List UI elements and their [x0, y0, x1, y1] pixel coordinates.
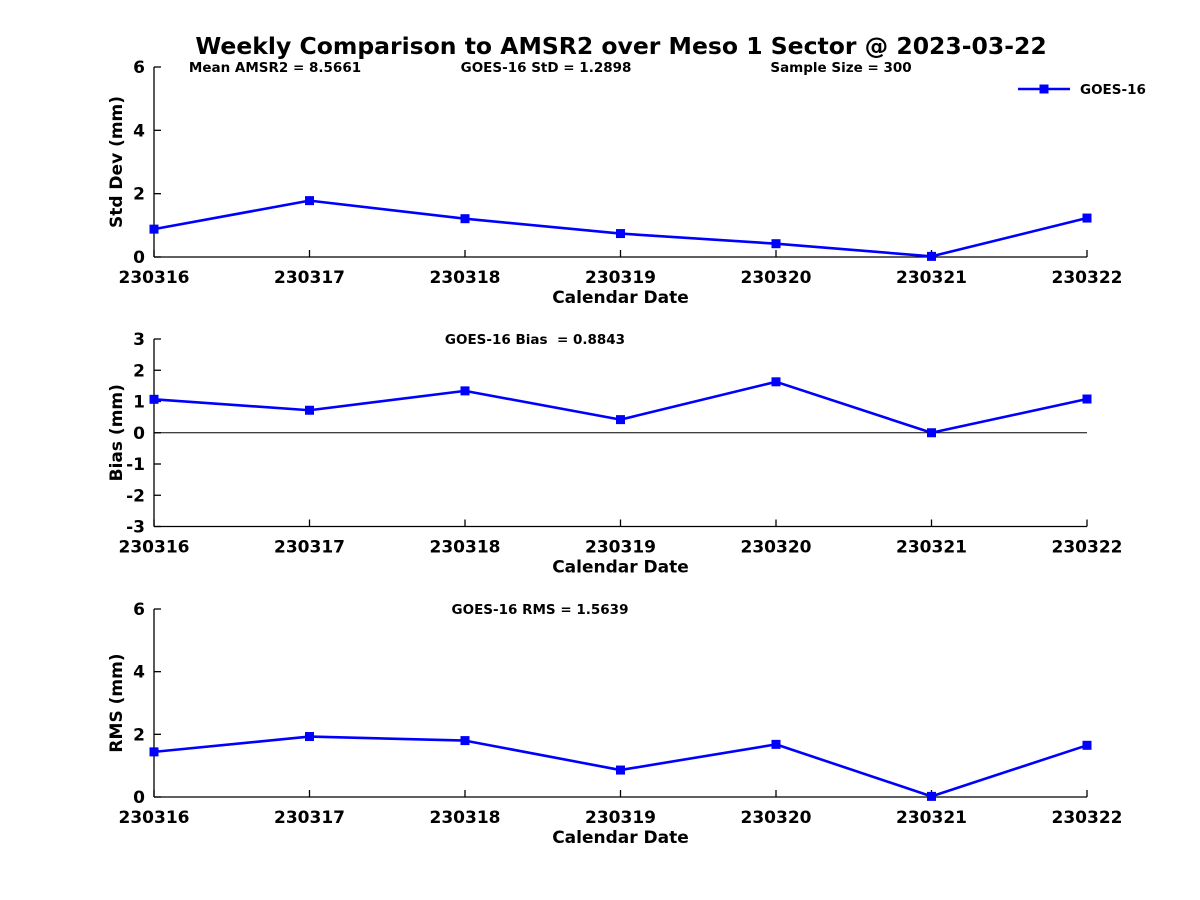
- annotation-text: GOES-16 RMS = 1.5639: [452, 602, 629, 618]
- y-tick-label: 2: [133, 361, 145, 381]
- subplots-container: 0 2 4 6 230316 230317 230318 230319 230320 230321…: [107, 58, 1146, 848]
- x-tick-label: 230316: [119, 808, 190, 828]
- subplot-bias-mm: -3 -2 -1 0 1 2 3 230316 230317 230318 230319 230320…: [107, 330, 1122, 578]
- x-axis-title: Calendar Date: [552, 558, 689, 578]
- data-point-marker: [616, 415, 625, 425]
- y-tick-label: 0: [133, 248, 145, 268]
- y-axis-title: Bias (mm): [107, 384, 127, 481]
- x-tick-label: 230321: [896, 268, 967, 288]
- data-point-marker: [149, 747, 159, 757]
- x-tick-label: 230321: [896, 538, 967, 558]
- data-point-marker: [1082, 213, 1092, 223]
- figure-title: Weekly Comparison to AMSR2 over Meso 1 S…: [195, 32, 1046, 60]
- x-tick-label: 230317: [274, 538, 345, 558]
- y-tick-label: 2: [133, 725, 145, 745]
- legend: GOES-16: [1018, 82, 1146, 98]
- y-axis-title: RMS (mm): [107, 653, 127, 752]
- y-tick-label: 1: [133, 393, 145, 413]
- y-tick-label: 0: [133, 788, 145, 808]
- x-axis-title: Calendar Date: [552, 288, 689, 308]
- x-tick-label: 230322: [1052, 808, 1123, 828]
- data-point-marker: [149, 394, 159, 404]
- x-tick-label: 230320: [741, 538, 812, 558]
- subplot-rms-mm: 0 2 4 6 230316 230317 230318 230319 230320 230321…: [107, 600, 1122, 848]
- data-point-marker: [1082, 394, 1092, 404]
- legend-marker: [1039, 84, 1049, 94]
- data-point-marker: [771, 239, 781, 249]
- x-tick-label: 230318: [430, 538, 501, 558]
- y-tick-label: 3: [133, 330, 145, 350]
- annotation-text: Sample Size = 300: [770, 60, 911, 76]
- y-axis-title: Std Dev (mm): [107, 96, 127, 228]
- x-tick-label: 230319: [585, 538, 656, 558]
- data-point-marker: [460, 386, 470, 396]
- data-point-marker: [771, 377, 781, 387]
- data-line-goes-16: [153, 380, 1088, 435]
- data-point-marker: [927, 428, 936, 438]
- y-tick-label: 4: [133, 121, 145, 141]
- y-tick-label: 6: [133, 58, 145, 78]
- annotation-text: GOES-16 Bias = 0.8843: [445, 332, 625, 348]
- data-point-marker: [305, 732, 314, 742]
- x-tick-label: 230318: [430, 268, 501, 288]
- x-tick-label: 230318: [430, 808, 501, 828]
- data-line-goes-16: [153, 199, 1088, 258]
- x-tick-label: 230322: [1052, 268, 1123, 288]
- y-tick-label: 6: [133, 600, 145, 620]
- data-point-marker: [616, 765, 625, 775]
- x-tick-label: 230319: [585, 268, 656, 288]
- x-axis-title: Calendar Date: [552, 828, 689, 848]
- data-point-marker: [305, 196, 314, 206]
- annotation-text: GOES-16 StD = 1.2898: [461, 60, 632, 76]
- y-tick-label: 0: [133, 424, 145, 444]
- x-tick-label: 230319: [585, 808, 656, 828]
- x-tick-label: 230317: [274, 268, 345, 288]
- x-tick-label: 230322: [1052, 538, 1123, 558]
- x-tick-label: 230316: [119, 268, 190, 288]
- x-tick-label: 230317: [274, 808, 345, 828]
- y-tick-label: -3: [126, 518, 145, 538]
- y-tick-label: -1: [126, 455, 145, 475]
- subplot-std-dev-mm: 0 2 4 6 230316 230317 230318 230319 230320 230321…: [107, 58, 1146, 308]
- data-point-marker: [927, 251, 936, 261]
- x-tick-label: 230321: [896, 808, 967, 828]
- x-tick-label: 230320: [741, 268, 812, 288]
- data-point-marker: [460, 214, 470, 224]
- y-tick-label: -2: [126, 486, 145, 506]
- data-point-marker: [616, 229, 625, 239]
- data-point-marker: [460, 736, 470, 746]
- y-tick-label: 2: [133, 185, 145, 205]
- x-tick-label: 230320: [741, 808, 812, 828]
- data-point-marker: [927, 791, 936, 801]
- annotation-text: Mean AMSR2 = 8.5661: [189, 60, 361, 76]
- x-tick-label: 230316: [119, 538, 190, 558]
- data-point-marker: [305, 405, 314, 415]
- data-point-marker: [1082, 740, 1092, 750]
- data-point-marker: [149, 224, 159, 234]
- data-point-marker: [771, 739, 781, 749]
- legend-label: GOES-16: [1080, 82, 1146, 98]
- y-tick-label: 4: [133, 663, 145, 683]
